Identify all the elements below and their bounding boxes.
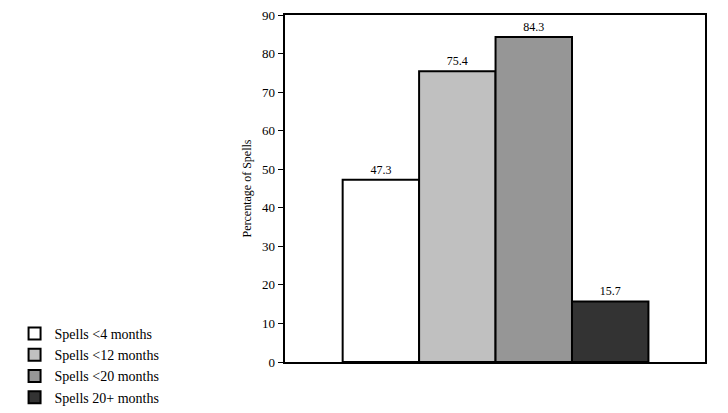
svg-text:Spells <4 months: Spells <4 months bbox=[55, 327, 152, 342]
svg-text:50: 50 bbox=[262, 162, 275, 177]
svg-text:0: 0 bbox=[268, 355, 275, 370]
svg-text:80: 80 bbox=[262, 46, 275, 61]
svg-text:20: 20 bbox=[262, 277, 275, 292]
svg-text:Spells <12 months: Spells <12 months bbox=[55, 348, 159, 363]
svg-text:90: 90 bbox=[262, 8, 275, 23]
svg-text:30: 30 bbox=[262, 239, 275, 254]
svg-text:75.4: 75.4 bbox=[447, 54, 468, 68]
svg-text:Spells <20 months: Spells <20 months bbox=[55, 369, 159, 384]
svg-text:40: 40 bbox=[262, 200, 275, 215]
svg-text:84.3: 84.3 bbox=[523, 20, 544, 34]
svg-text:Spells 20+ months: Spells 20+ months bbox=[55, 391, 159, 406]
svg-text:47.3: 47.3 bbox=[370, 163, 391, 177]
svg-text:Percentage of Spells: Percentage of Spells bbox=[240, 139, 254, 237]
svg-text:10: 10 bbox=[262, 316, 275, 331]
svg-text:70: 70 bbox=[262, 85, 275, 100]
svg-text:15.7: 15.7 bbox=[600, 284, 621, 298]
svg-text:60: 60 bbox=[262, 123, 275, 138]
